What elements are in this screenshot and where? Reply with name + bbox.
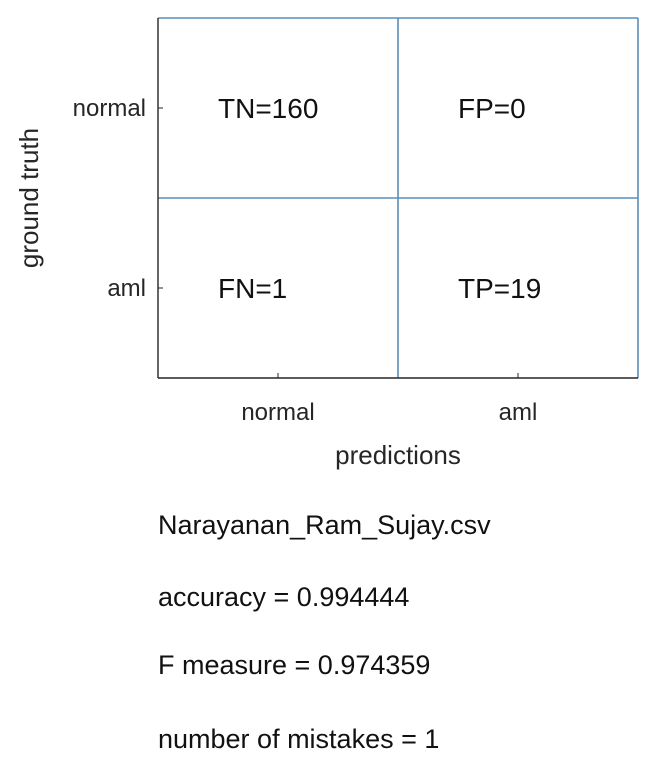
y-tick-label: normal [73, 95, 146, 122]
x-tick-label: aml [499, 399, 538, 426]
matrix-cell [398, 18, 638, 198]
cell-label: TP=19 [458, 273, 541, 304]
cell-label: FN=1 [218, 273, 287, 304]
matrix-cell [158, 198, 398, 378]
accuracy-text: accuracy = 0.994444 [158, 582, 410, 612]
x-tick-label: normal [241, 399, 314, 426]
cell-label: FP=0 [458, 93, 526, 124]
matrix-cell [158, 18, 398, 198]
matrix-cell [398, 198, 638, 378]
y-tick-label: aml [107, 275, 146, 302]
f-measure-text: F measure = 0.974359 [158, 650, 431, 680]
x-axis-label: predictions [335, 440, 461, 470]
cell-label: TN=160 [218, 93, 318, 124]
mistakes-text: number of mistakes = 1 [158, 724, 440, 754]
filename-text: Narayanan_Ram_Sujay.csv [158, 510, 491, 540]
y-axis-label: ground truth [14, 128, 44, 268]
